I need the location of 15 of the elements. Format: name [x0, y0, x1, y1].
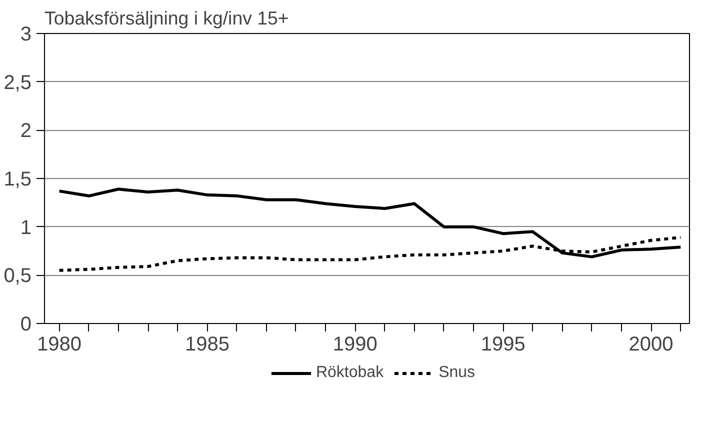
y-tick-label: 3: [20, 24, 32, 46]
y-tick-label: 0,5: [4, 265, 32, 288]
x-tick-label: 2000: [628, 334, 674, 356]
y-tick-label: 1,5: [4, 168, 32, 190]
y-tick-label: 2,5: [4, 72, 32, 94]
x-tick-label: 1990: [332, 334, 378, 356]
x-tick-label: 1985: [184, 334, 230, 356]
legend-label: Röktobak: [316, 364, 384, 382]
y-tick-label: 1: [20, 216, 32, 239]
x-tick-label: 1980: [37, 334, 82, 356]
chart-title: Tobaksförsäljning i kg/inv 15+: [44, 8, 289, 28]
legend-label: Snus: [438, 364, 476, 382]
y-tick-label: 0: [20, 314, 32, 336]
y-tick-label: 2: [20, 120, 32, 142]
x-tick-label: 1995: [480, 334, 526, 356]
